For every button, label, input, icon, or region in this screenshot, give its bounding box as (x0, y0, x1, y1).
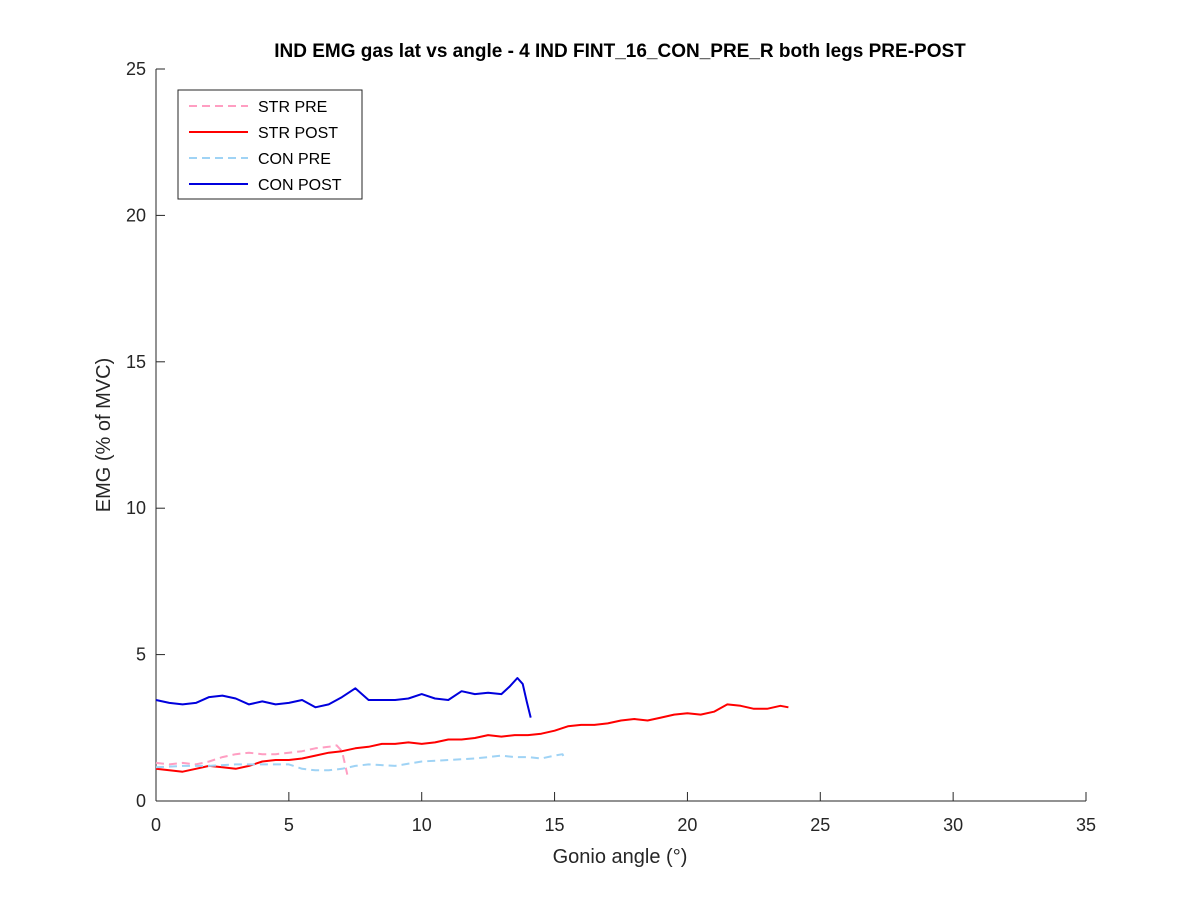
plot-lines (155, 677, 789, 775)
legend-box (177, 89, 363, 200)
legend: STR PRE STR POST CON PRE CON POST (177, 89, 363, 200)
y-tick-label: 20 (126, 205, 146, 225)
series-line-con-pre (155, 753, 567, 772)
x-tick-label: 20 (677, 815, 697, 835)
legend-entry-label: STR POST (258, 125, 338, 142)
x-tick-label: 15 (545, 815, 565, 835)
x-tick-label: 0 (151, 815, 161, 835)
y-axis-label: EMG (% of MVC) (93, 358, 115, 512)
y-tick-label: 0 (136, 791, 146, 811)
x-axis-label: Gonio angle (°) (553, 846, 688, 868)
series-line-str-pre (155, 744, 349, 775)
x-tick-label: 30 (943, 815, 963, 835)
x-tick-label: 5 (284, 815, 294, 835)
y-tick-label: 15 (126, 352, 146, 372)
x-tick-label: 25 (810, 815, 830, 835)
x-tick-label: 35 (1076, 815, 1096, 835)
series-line-str-post (155, 703, 789, 773)
series-line-con-post (155, 677, 532, 718)
legend-entry-label: CON PRE (258, 151, 331, 168)
legend-entry-label: CON POST (258, 177, 342, 194)
y-tick-label: 25 (126, 59, 146, 79)
legend-entry-label: STR PRE (258, 99, 327, 116)
axes: 0 5 10 15 20 25 30 35 0 5 10 15 20 25 (126, 59, 1096, 835)
chart-title: IND EMG gas lat vs angle - 4 IND FINT_16… (274, 41, 966, 62)
x-tick-label: 10 (412, 815, 432, 835)
y-tick-label: 10 (126, 498, 146, 518)
y-tick-label: 5 (136, 645, 146, 665)
